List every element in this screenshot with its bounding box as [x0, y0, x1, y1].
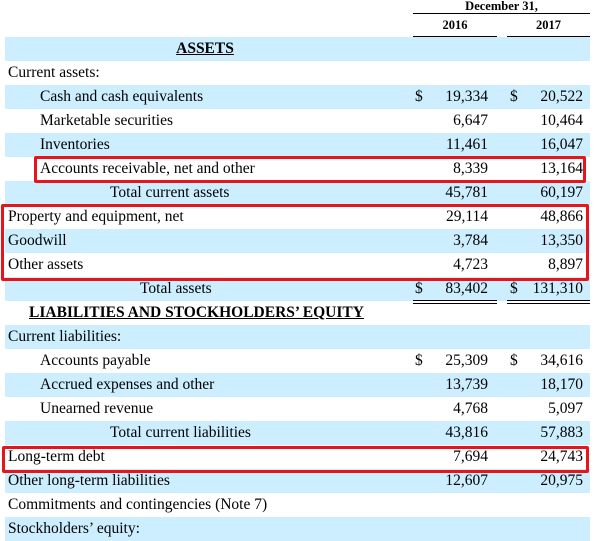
row-label: Marketable securities: [40, 112, 173, 129]
table-row: Cash and cash equivalents $19,334 $20,522: [5, 85, 590, 109]
row-label: Current assets:: [8, 64, 100, 81]
value-2016: 13,739: [445, 376, 488, 393]
year-2016-underline: [413, 36, 497, 37]
table-row: Other long-term liabilities 12,607 20,975: [5, 469, 590, 493]
table-row: Total current liabilities 43,816 57,883: [5, 421, 590, 445]
currency-symbol: $: [510, 88, 518, 105]
value-2016: 83,402: [445, 280, 488, 297]
row-label: Stockholders’ equity:: [8, 520, 140, 537]
currency-symbol: $: [510, 280, 518, 297]
row-label: Total assets: [140, 280, 212, 297]
row-label: Goodwill: [8, 232, 67, 249]
year-2017-underline: [507, 36, 590, 37]
value-2017: 24,743: [540, 448, 583, 465]
row-label: Other long-term liabilities: [8, 472, 170, 489]
value-2017: 20,975: [540, 472, 583, 489]
table-row: Current assets:: [5, 61, 590, 85]
row-label: Cash and cash equivalents: [40, 88, 204, 105]
period-header: December 31,: [465, 0, 538, 13]
value-2017: 57,883: [540, 424, 583, 441]
section-heading: ASSETS: [176, 40, 234, 57]
value-2017: 13,350: [540, 232, 583, 249]
value-2016: 19,334: [445, 88, 488, 105]
value-2017: 60,197: [540, 184, 583, 201]
value-2016: 29,114: [445, 208, 488, 225]
value-2017: 34,616: [540, 352, 583, 369]
value-2016: 45,781: [445, 184, 488, 201]
row-label: Long-term debt: [8, 448, 105, 465]
value-2017: 8,897: [548, 256, 583, 273]
row-label: Total current liabilities: [110, 424, 251, 441]
row-label: Inventories: [40, 136, 110, 153]
double-underline: [413, 300, 497, 304]
highlight-noncurrent-assets: [1, 204, 589, 281]
value-2017: 10,464: [540, 112, 583, 129]
table-row: Marketable securities 6,647 10,464: [5, 109, 590, 133]
value-2016: 6,647: [453, 112, 488, 129]
table-row: Accrued expenses and other 13,739 18,170: [5, 373, 590, 397]
table-row: Accounts payable $25,309 $34,616: [5, 349, 590, 373]
value-2017: 131,310: [532, 280, 583, 297]
table-row: Long-term debt 7,694 24,743: [5, 445, 590, 469]
table-row: Stockholders’ equity:: [5, 517, 590, 541]
table-row: Inventories 11,461 16,047: [5, 133, 590, 157]
value-2016: 11,461: [445, 136, 488, 153]
value-2017: 20,522: [540, 88, 583, 105]
year-2016-header: 2016: [442, 18, 468, 32]
table-row: LIABILITIES AND STOCKHOLDERS’ EQUITY: [5, 301, 590, 325]
value-2016: 8,339: [453, 160, 488, 177]
section-heading: LIABILITIES AND STOCKHOLDERS’ EQUITY: [29, 304, 364, 321]
table-row: Property and equipment, net 29,114 48,866: [5, 205, 590, 229]
currency-symbol: $: [510, 352, 518, 369]
currency-symbol: $: [415, 352, 423, 369]
row-label: Other assets: [8, 256, 84, 273]
table-row: ASSETS: [5, 37, 590, 61]
row-label: Unearned revenue: [40, 400, 154, 417]
row-label: Accounts receivable, net and other: [40, 160, 255, 177]
value-2017: 18,170: [540, 376, 583, 393]
value-2017: 16,047: [540, 136, 583, 153]
double-underline: [507, 300, 590, 304]
row-label: Current liabilities:: [8, 328, 122, 345]
table-row: Other assets 4,723 8,897: [5, 253, 590, 277]
row-label: Accrued expenses and other: [40, 376, 215, 393]
value-2016: 4,768: [453, 400, 488, 417]
table-row: Total assets $83,402 $131,310: [5, 277, 590, 301]
currency-symbol: $: [415, 88, 423, 105]
value-2017: 5,097: [548, 400, 583, 417]
row-label: Property and equipment, net: [8, 208, 184, 225]
table-row: Total current assets 45,781 60,197: [5, 181, 590, 205]
row-label: Commitments and contingencies (Note 7): [8, 496, 268, 513]
row-label: Total current assets: [110, 184, 230, 201]
value-2016: 7,694: [453, 448, 488, 465]
highlight-accounts-receivable: [34, 156, 586, 183]
currency-symbol: $: [415, 280, 423, 297]
table-row: Current liabilities:: [5, 325, 590, 349]
table-row: Goodwill 3,784 13,350: [5, 229, 590, 253]
value-2017: 48,866: [540, 208, 583, 225]
value-2016: 12,607: [445, 472, 488, 489]
year-2017-header: 2017: [536, 18, 561, 32]
value-2016: 4,723: [453, 256, 488, 273]
value-2016: 43,816: [445, 424, 488, 441]
highlight-long-term-debt: [2, 446, 589, 473]
table-row: Unearned revenue 4,768 5,097: [5, 397, 590, 421]
table-row: Commitments and contingencies (Note 7): [5, 493, 590, 517]
value-2016: 3,784: [453, 232, 488, 249]
value-2016: 25,309: [445, 352, 488, 369]
row-label: Accounts payable: [40, 352, 151, 369]
period-underline: [413, 13, 590, 14]
table-row: Accounts receivable, net and other 8,339 1…: [5, 157, 590, 181]
value-2017: 13,164: [540, 160, 583, 177]
